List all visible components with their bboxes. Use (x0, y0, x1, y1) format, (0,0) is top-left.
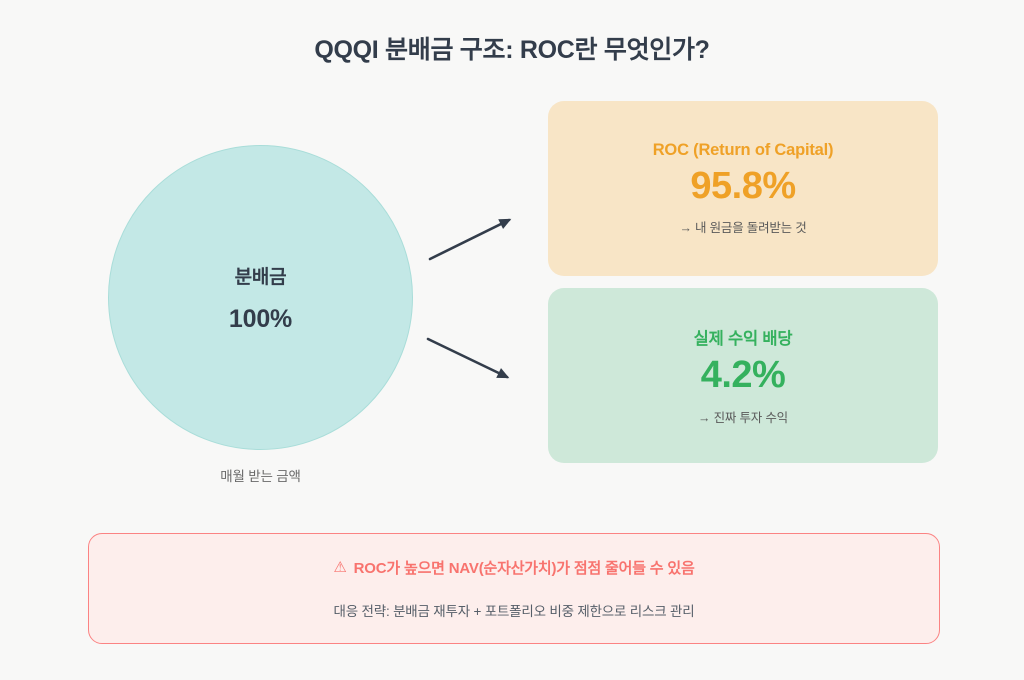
distribution-value: 100% (228, 304, 293, 333)
risk-warning-panel: ⚠ ROC가 높으면 NAV(순자산가치)가 점점 줄어들 수 있음 대응 전략… (88, 533, 940, 644)
warning-subtext: 대응 전략: 분배금 재투자 + 포트폴리오 비중 제한으로 리스크 관리 (333, 604, 695, 619)
arrow-to-income-icon (426, 337, 510, 379)
warning-triangle-icon: ⚠ (333, 559, 347, 576)
income-branch-card: 실제 수익 배당 4.2% → 진짜 투자 수익 (548, 288, 938, 463)
distribution-circle-content: 분배금 100% (108, 145, 413, 450)
distribution-label: 분배금 (234, 266, 287, 288)
warning-headline: ⚠ ROC가 높으면 NAV(순자산가치)가 점점 줄어들 수 있음 (333, 557, 694, 578)
roc-card-heading: ROC (Return of Capital) (652, 140, 834, 159)
distribution-circle-shape (108, 145, 413, 450)
income-card-note: → 진짜 투자 수익 (698, 410, 788, 425)
income-card-heading: 실제 수익 배당 (693, 330, 793, 349)
roc-card-note: → 내 원금을 돌려받는 것 (679, 221, 807, 236)
warning-headline-text: ROC가 높으면 NAV(순자산가치)가 점점 줄어들 수 있음 (353, 560, 695, 577)
distribution-total-node: 분배금 100% (108, 145, 413, 450)
arrow-to-roc-icon (428, 218, 512, 261)
distribution-caption: 매월 받는 금액 (220, 469, 301, 484)
page-title: QQQI 분배금 구조: ROC란 무엇인가? (314, 36, 710, 64)
roc-card-value: 95.8% (690, 164, 796, 207)
roc-branch-card: ROC (Return of Capital) 95.8% → 내 원금을 돌려… (548, 101, 938, 276)
income-card-value: 4.2% (700, 354, 786, 397)
